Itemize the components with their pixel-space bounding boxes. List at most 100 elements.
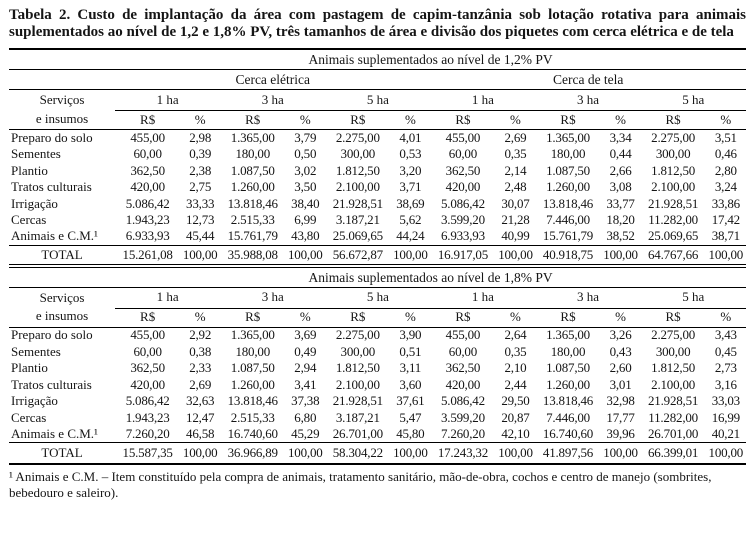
cell-value: 1.260,00 bbox=[230, 179, 275, 195]
cell-value: 21.928,51 bbox=[648, 393, 699, 409]
area-label: 1 ha bbox=[115, 287, 221, 309]
cell-value: 15.761,79 bbox=[542, 228, 594, 244]
total-label: TOTAL bbox=[9, 442, 116, 465]
cell-value: 6.933,93 bbox=[440, 228, 485, 244]
row-header-line: e insumos bbox=[35, 308, 89, 324]
total-value: 100,00 bbox=[495, 442, 536, 465]
cell-value: 3,16 bbox=[714, 376, 737, 392]
row-label: Preparo do solo bbox=[11, 129, 93, 145]
cell-value: 21.928,51 bbox=[332, 393, 383, 409]
cell-value: 180,00 bbox=[550, 146, 586, 162]
area-label: 5 ha bbox=[325, 287, 431, 309]
cell-value: 362,50 bbox=[445, 360, 481, 376]
row-label: Plantio bbox=[11, 360, 48, 376]
cell-value: 3,79 bbox=[294, 129, 317, 145]
cell-value: 2,66 bbox=[609, 162, 632, 178]
total-value: 64.767,66 bbox=[640, 244, 706, 269]
cell-value: 0,46 bbox=[714, 146, 737, 162]
table-row: Tratos culturais 420,00 2,75 1.260,00 3,50 2.… bbox=[9, 179, 746, 196]
cell-value: 2.275,00 bbox=[651, 327, 696, 343]
cell-value: 2,73 bbox=[714, 360, 737, 376]
cell-value: 0,35 bbox=[504, 146, 527, 162]
unit-label: R$ bbox=[535, 308, 601, 328]
fence-group-label: Cerca elétrica bbox=[115, 69, 431, 91]
cell-value: 0,49 bbox=[294, 343, 317, 359]
total-value: 66.399,01 bbox=[640, 442, 706, 465]
total-value: 36.966,89 bbox=[220, 442, 286, 465]
cell-value: 26.701,00 bbox=[648, 426, 699, 441]
cell-value: 1.087,50 bbox=[230, 162, 275, 178]
unit-label: R$ bbox=[430, 308, 496, 328]
cell-value: 0,39 bbox=[189, 146, 212, 162]
cell-value: 44,24 bbox=[396, 228, 425, 244]
cell-value: 2.275,00 bbox=[335, 327, 380, 343]
total-value: 100,00 bbox=[600, 442, 641, 465]
cell-value: 0,44 bbox=[609, 146, 632, 162]
total-value: 100,00 bbox=[705, 442, 746, 465]
table-row: Sementes 60,00 0,39 180,00 0,50 300,00 0,53 60,… bbox=[9, 146, 746, 163]
cell-value: 25.069,65 bbox=[332, 228, 383, 244]
cell-value: 5.086,42 bbox=[440, 195, 485, 211]
cell-value: 20,87 bbox=[501, 409, 530, 425]
total-value: 100,00 bbox=[390, 442, 431, 465]
table-row: Animais e C.M.¹ 7.260,20 46,58 16.740,60 45,… bbox=[9, 426, 746, 443]
cell-value: 1.087,50 bbox=[230, 360, 275, 376]
cell-value: 7.260,20 bbox=[125, 426, 170, 441]
row-label: Sementes bbox=[11, 343, 61, 359]
total-value: 17.243,32 bbox=[430, 442, 496, 465]
total-label: TOTAL bbox=[9, 244, 116, 269]
cell-value: 2,69 bbox=[504, 129, 527, 145]
total-value: 100,00 bbox=[600, 244, 641, 269]
cell-value: 21.928,51 bbox=[648, 195, 699, 211]
unit-label: % bbox=[495, 110, 536, 131]
cell-value: 3,41 bbox=[294, 376, 317, 392]
table-row: Preparo do solo 455,00 2,98 1.365,00 3,79 2.2… bbox=[9, 130, 746, 147]
cell-value: 3,51 bbox=[714, 129, 737, 145]
total-value: 16.917,05 bbox=[430, 244, 496, 269]
cell-value: 32,63 bbox=[186, 393, 215, 409]
cell-value: 43,80 bbox=[291, 228, 320, 244]
cell-value: 3,01 bbox=[609, 376, 632, 392]
unit-label: R$ bbox=[430, 110, 496, 131]
page: Tabela 2. Custo de implantação da área c… bbox=[9, 7, 746, 500]
cell-value: 300,00 bbox=[340, 343, 376, 359]
stub-cell bbox=[9, 266, 116, 288]
unit-label: R$ bbox=[640, 110, 706, 131]
cell-value: 5,62 bbox=[399, 212, 422, 228]
unit-row: R$% R$% R$% R$% R$% R$% bbox=[9, 110, 746, 131]
section-header-row: Animais suplementados ao nível de 1,2% P… bbox=[9, 48, 746, 71]
cell-value: 3,60 bbox=[399, 376, 422, 392]
unit-label: R$ bbox=[115, 308, 181, 328]
total-value: 100,00 bbox=[285, 244, 326, 269]
row-label: Tratos culturais bbox=[11, 179, 92, 195]
cell-value: 17,42 bbox=[711, 212, 740, 228]
table-row: Preparo do solo 455,00 2,92 1.365,00 3,69 2.2… bbox=[9, 327, 746, 344]
cell-value: 3.187,21 bbox=[335, 212, 380, 228]
cell-value: 2.100,00 bbox=[651, 179, 696, 195]
unit-label: % bbox=[180, 308, 221, 328]
row-label: Cercas bbox=[11, 409, 47, 425]
table-row: Animais e C.M.¹ 6.933,93 45,44 15.761,79 43,… bbox=[9, 229, 746, 246]
cell-value: 13.818,46 bbox=[227, 195, 278, 211]
unit-row: R$% R$% R$% R$% R$% R$% bbox=[9, 308, 746, 328]
area-size-row: Serviços e insumos 1 ha 3 ha 5 ha 1 ha 3 ha 5 h… bbox=[9, 89, 746, 131]
cell-value: 0,35 bbox=[504, 343, 527, 359]
cell-value: 3,90 bbox=[399, 327, 422, 343]
cell-value: 37,61 bbox=[396, 393, 425, 409]
cell-value: 1.943,23 bbox=[125, 409, 170, 425]
section-header-row: Animais suplementados ao nível de 1,8% P… bbox=[9, 266, 746, 288]
cell-value: 33,03 bbox=[711, 393, 740, 409]
unit-label: % bbox=[705, 308, 746, 328]
cell-value: 420,00 bbox=[130, 179, 165, 195]
cell-value: 1.812,50 bbox=[335, 162, 380, 178]
cell-value: 300,00 bbox=[655, 146, 691, 162]
unit-label: R$ bbox=[220, 308, 286, 328]
total-value: 35.988,08 bbox=[220, 244, 286, 269]
row-label: Plantio bbox=[11, 162, 48, 178]
row-label: Preparo do solo bbox=[11, 327, 93, 343]
cell-value: 12,73 bbox=[186, 212, 215, 228]
cell-value: 60,00 bbox=[133, 146, 162, 162]
row-label: Irrigação bbox=[11, 195, 58, 211]
cell-value: 1.365,00 bbox=[546, 129, 590, 145]
cell-value: 3,26 bbox=[609, 327, 632, 343]
